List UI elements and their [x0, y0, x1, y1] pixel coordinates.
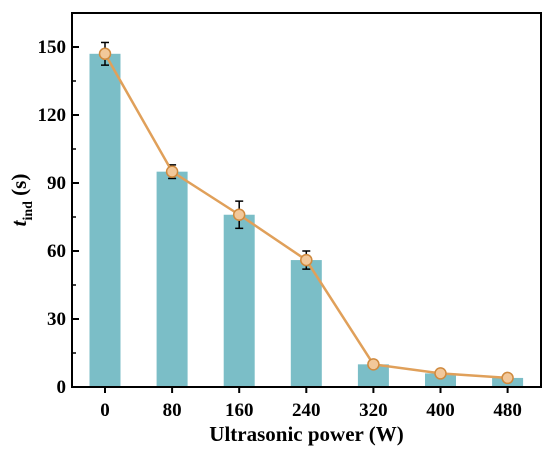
y-axis-title-unit: (s)	[7, 174, 31, 201]
y-axis-title-main: t	[7, 219, 31, 226]
marker-240	[300, 253, 313, 267]
marker-0	[98, 47, 112, 61]
marker-480	[501, 371, 514, 385]
bar-320	[357, 364, 389, 387]
y-axis-title-sub: ind	[21, 201, 36, 221]
y-tick-label-150: 150	[38, 37, 67, 58]
axes-layer	[71, 12, 542, 388]
bar-80	[156, 171, 188, 387]
marker-80	[165, 165, 179, 178]
y-ticks: 0 30 60 90 120 150	[38, 37, 79, 398]
bar-160	[223, 214, 255, 387]
x-tick-label-80: 80	[163, 400, 182, 421]
y-tick-label-60: 60	[47, 241, 66, 262]
marker-400	[434, 367, 447, 380]
x-tick-label-0: 0	[100, 400, 110, 421]
x-tick-label-160: 160	[225, 400, 254, 421]
axis-frame	[71, 12, 542, 388]
bar-400	[425, 373, 456, 387]
bar-0	[89, 53, 121, 388]
x-tick-label-400: 400	[426, 400, 455, 421]
y-tick-label-90: 90	[47, 173, 66, 194]
x-tick-label-240: 240	[292, 400, 321, 421]
bar-240	[290, 260, 322, 387]
bars-layer	[89, 53, 524, 388]
x-axis-title: Ultrasonic power (W)	[209, 422, 403, 446]
marker-320	[367, 358, 380, 371]
x-tick-label-320: 320	[359, 400, 388, 421]
trend-line-layer	[98, 47, 514, 385]
x-ticks: 0 80 160 240 320 400 480	[100, 387, 522, 421]
x-tick-label-480: 480	[493, 400, 522, 421]
y-tick-label-0: 0	[57, 377, 67, 398]
y-axis-title: tind (s)	[7, 174, 36, 227]
marker-160	[232, 208, 246, 221]
y-tick-label-30: 30	[47, 309, 66, 330]
y-tick-label-120: 120	[38, 105, 67, 126]
